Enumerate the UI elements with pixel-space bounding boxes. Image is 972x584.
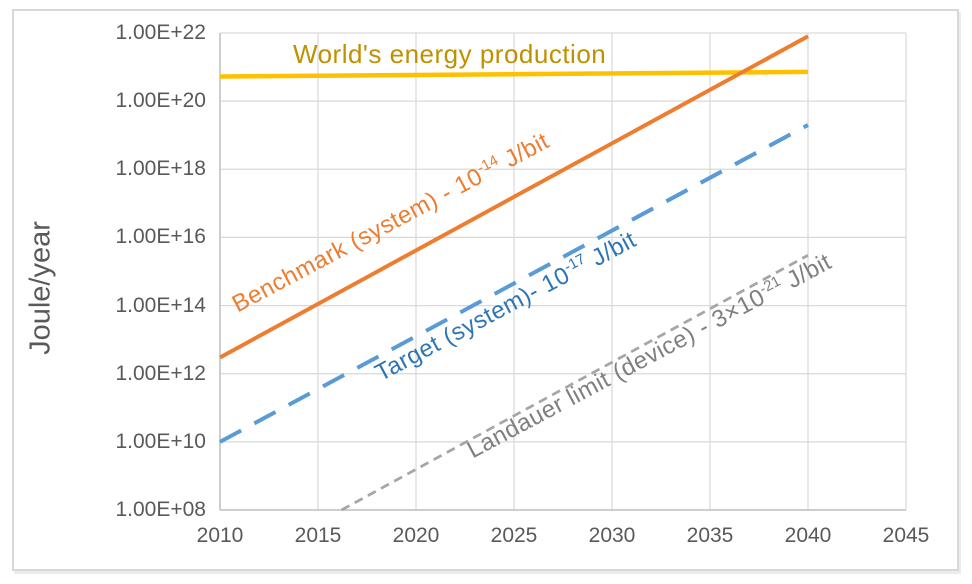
series-label-world-energy: World's energy production	[293, 41, 606, 67]
x-tick-label: 2035	[686, 524, 734, 547]
y-tick-label: 1.00E+08	[115, 498, 206, 521]
x-tick-label: 2045	[882, 524, 930, 547]
y-tick-label: 1.00E+12	[115, 361, 206, 385]
series-line-benchmark	[219, 34, 809, 360]
y-tick-label: 1.00E+18	[115, 157, 206, 181]
y-tick-label: 1.00E+20	[115, 89, 206, 113]
series-line-target	[219, 123, 809, 444]
x-tick-label: 2020	[392, 524, 440, 547]
x-tick-label: 2010	[196, 524, 244, 547]
series-label-world-energy-text: World's energy production	[293, 39, 607, 69]
y-axis-title: Joule/year	[24, 221, 57, 355]
y-tick-label: 1.00E+14	[115, 293, 206, 317]
y-tick-label: 1.00E+22	[115, 21, 206, 44]
x-tick-label: 2025	[490, 524, 538, 547]
x-tick-label: 2030	[588, 524, 636, 547]
series-line-world_energy	[219, 69, 809, 79]
chart-frame	[12, 9, 959, 571]
x-tick-label: 2015	[294, 524, 342, 547]
x-tick-label: 2040	[784, 524, 832, 547]
y-tick-label: 1.00E+16	[115, 225, 206, 249]
series-line-landauer	[340, 254, 809, 512]
y-tick-label: 1.00E+10	[115, 429, 206, 453]
